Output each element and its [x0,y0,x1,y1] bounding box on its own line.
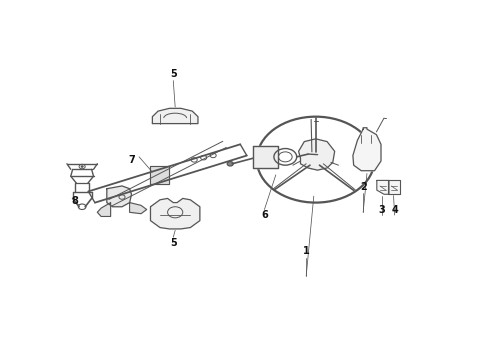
Polygon shape [253,146,278,168]
Text: 5: 5 [170,238,177,248]
Polygon shape [298,139,335,170]
Polygon shape [150,166,170,184]
Circle shape [81,166,83,167]
Circle shape [227,162,233,166]
Polygon shape [98,203,111,216]
Text: 7: 7 [128,155,135,165]
Text: 3: 3 [379,204,386,215]
Text: 4: 4 [392,204,398,215]
Polygon shape [129,203,147,214]
Polygon shape [150,198,200,229]
Text: 2: 2 [360,183,367,192]
Polygon shape [388,180,400,194]
Polygon shape [353,128,381,171]
Polygon shape [152,108,198,123]
Text: 6: 6 [261,210,268,220]
Text: 8: 8 [71,196,78,206]
Polygon shape [377,180,389,194]
Text: 5: 5 [170,69,177,79]
Text: 1: 1 [303,246,310,256]
Polygon shape [107,186,131,207]
